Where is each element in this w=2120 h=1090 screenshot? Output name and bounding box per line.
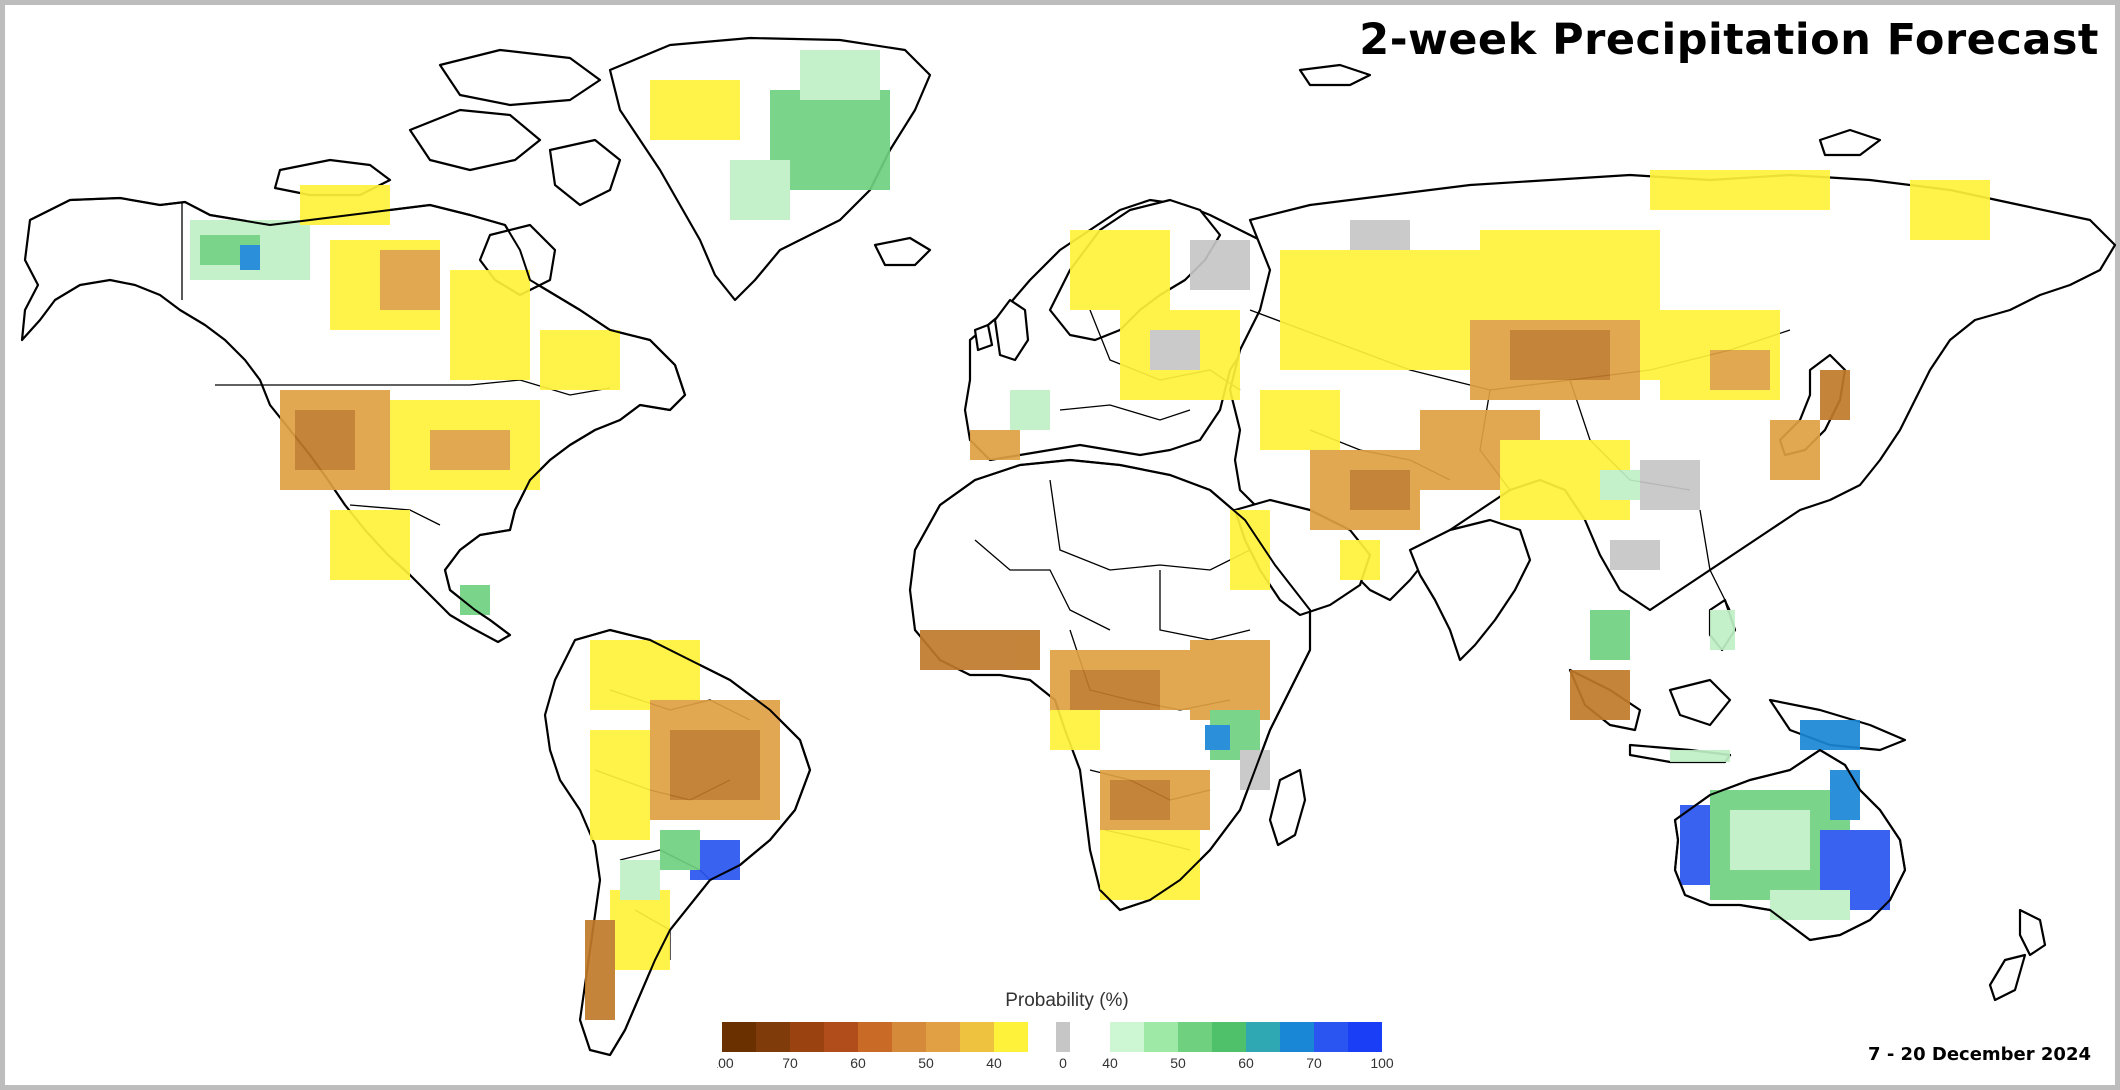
world-precipitation-map[interactable]: .land { fill: #ffffff; stroke: #000; str…: [10, 10, 2120, 1090]
legend-dry-swatch: [994, 1022, 1028, 1052]
arctic-islands: [273, 48, 622, 207]
legend-dry-label: 50: [918, 1055, 934, 1070]
legend-dry-swatch: [756, 1022, 790, 1052]
legend-dry-swatch: [790, 1022, 824, 1052]
australia-patches: [1680, 770, 1890, 920]
legend-dry-swatch: [960, 1022, 994, 1052]
legend-wet-swatch: [1212, 1022, 1246, 1052]
europe-patches: [970, 230, 1250, 460]
india: [1408, 518, 1532, 662]
iceland: [873, 236, 932, 267]
legend-wet-label: 70: [1306, 1055, 1322, 1070]
legend-dry-label: 70: [782, 1055, 798, 1070]
legend-wet-swatch: [1280, 1022, 1314, 1052]
legend-wet-label: 50: [1170, 1055, 1186, 1070]
legend-dry-swatch: [926, 1022, 960, 1052]
coastline-overlay: [29, 196, 1907, 1056]
legend-normal-label: 0: [1059, 1055, 1067, 1070]
legend-normal-swatch: [1056, 1022, 1070, 1052]
legend-dry-swatch: [824, 1022, 858, 1052]
madagascar: [1268, 768, 1307, 847]
map-title: 2-week Precipitation Forecast: [1359, 15, 2099, 65]
legend-dry-swatch: [892, 1022, 926, 1052]
new-zealand: [1988, 908, 2047, 1002]
legend-colorbar: 100 70 60 50 40 0 40 50 60 70 100: [717, 1022, 1394, 1070]
legend-dry-swatch: [722, 1022, 756, 1052]
legend-wet-label: 100: [1370, 1055, 1394, 1070]
greenland-patches: [650, 50, 890, 220]
legend-wet-label: 60: [1238, 1055, 1254, 1070]
legend-dry-label: 40: [986, 1055, 1002, 1070]
forecast-probability-field: [190, 50, 1990, 1020]
forecast-date-range: 7 - 20 December 2024: [1868, 1044, 2091, 1065]
legend-dry-label: 100: [717, 1055, 734, 1070]
sea-patches: [1570, 610, 1860, 762]
british-isles: [973, 298, 1030, 362]
asia-patches: [1260, 170, 1990, 580]
legend-wet-swatch: [1246, 1022, 1280, 1052]
probability-legend: Probability (%) 100 70 60 50 40 0 40 50 60 70 100: [717, 990, 1417, 1070]
legend-wet-swatch: [1110, 1022, 1144, 1052]
africa-patches: [920, 510, 1270, 900]
legend-dry-swatch: [858, 1022, 892, 1052]
legend-wet-swatch: [1144, 1022, 1178, 1052]
legend-wet-label: 40: [1102, 1055, 1118, 1070]
legend-wet-swatch: [1314, 1022, 1348, 1052]
legend-title: Probability (%): [1005, 990, 1129, 1011]
na-patches: [190, 185, 620, 615]
legend-dry-label: 60: [850, 1055, 866, 1070]
sa-patches: [585, 640, 780, 1020]
legend-wet-swatch: [1178, 1022, 1212, 1052]
legend-wet-swatch: [1348, 1022, 1382, 1052]
arctic-russian-islands: [1298, 63, 1882, 157]
